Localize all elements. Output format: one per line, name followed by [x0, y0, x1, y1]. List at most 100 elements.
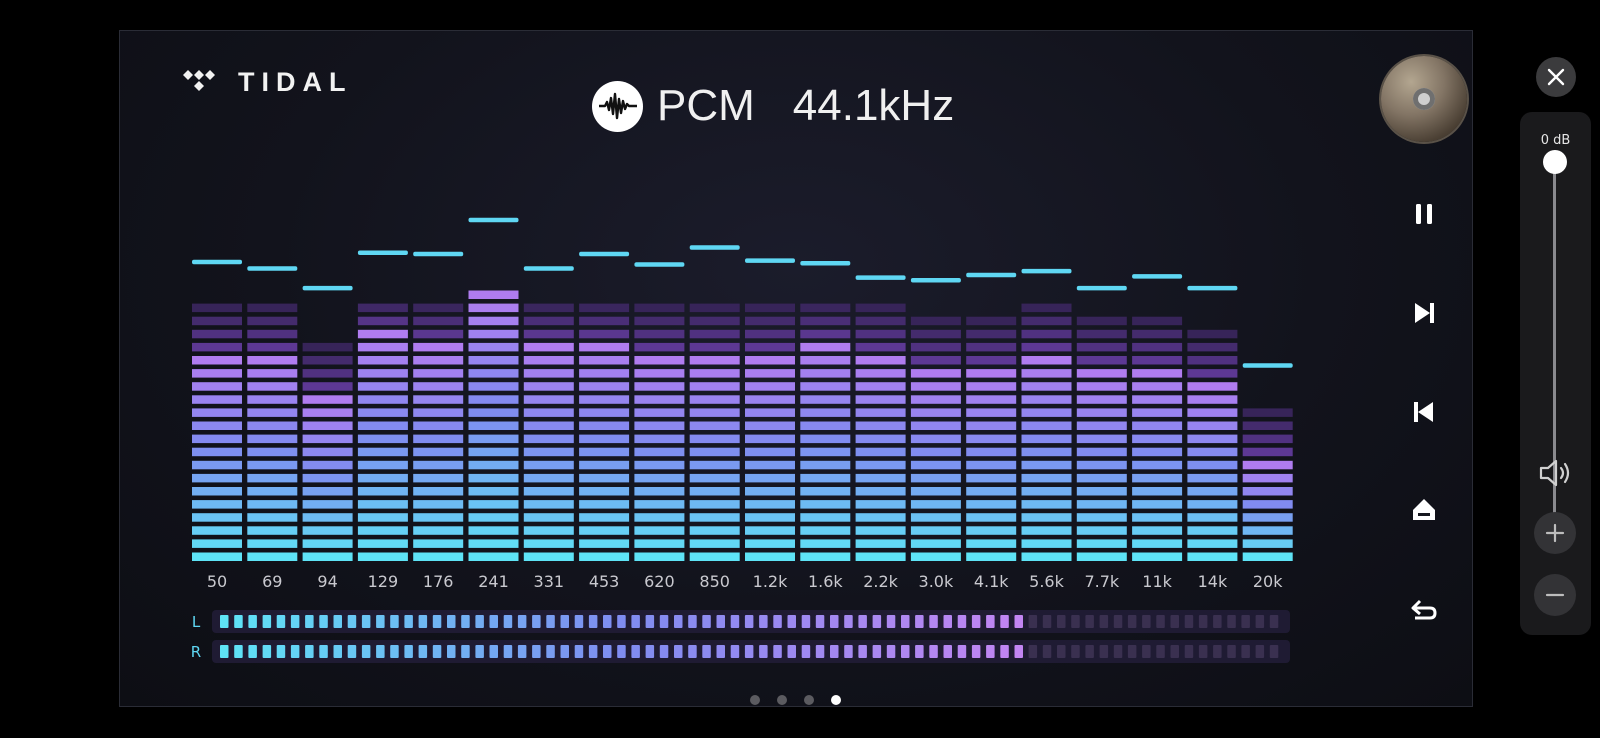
speaker-icon[interactable]	[1538, 456, 1574, 490]
level-segment	[830, 615, 839, 628]
spectrum-segment	[302, 434, 353, 444]
spectrum-segment	[357, 539, 408, 548]
spectrum-segment	[966, 434, 1017, 444]
spectrum-segment	[910, 539, 961, 548]
next-track-button[interactable]	[1407, 296, 1441, 330]
skip-next-icon	[1415, 303, 1434, 323]
page-dot[interactable]	[831, 695, 841, 705]
peak-marker	[1132, 274, 1183, 279]
spectrum-segment	[966, 408, 1017, 417]
spectrum-segment	[800, 369, 851, 378]
spectrum-segment	[192, 434, 242, 444]
spectrum-segment	[745, 421, 795, 430]
frequency-label: 14k	[1198, 572, 1228, 591]
spectrum-segment	[910, 460, 961, 470]
spectrum-segment	[1076, 526, 1127, 535]
spectrum-segment	[855, 395, 906, 404]
frequency-label: 1.6k	[808, 572, 843, 591]
spectrum-segment	[689, 539, 740, 548]
spectrum-bar: 4.1k	[966, 272, 1017, 591]
pause-button[interactable]	[1407, 197, 1441, 231]
spectrum-segment	[579, 369, 630, 378]
peak-marker	[468, 217, 519, 223]
level-segment	[305, 645, 314, 658]
level-segment	[517, 615, 527, 628]
volume-up-button[interactable]	[1534, 512, 1576, 554]
spectrum-segment	[302, 552, 353, 561]
level-segment	[1184, 615, 1194, 628]
spectrum-segment	[413, 382, 464, 391]
spectrum-segment	[192, 408, 242, 417]
level-segment	[631, 615, 640, 628]
spectrum-segment	[966, 329, 1017, 339]
spectrum-segment	[855, 369, 906, 378]
spectrum-segment	[910, 473, 961, 483]
spectrum-segment	[966, 369, 1017, 378]
volume-slider-track[interactable]	[1553, 162, 1556, 550]
spectrum-segment	[247, 395, 298, 404]
spectrum-segment	[800, 434, 851, 444]
spectrum-segment	[579, 395, 630, 404]
level-segment	[986, 615, 995, 628]
spectrum-segment	[1187, 487, 1238, 496]
spectrum-segment	[966, 500, 1017, 509]
spectrum-segment	[1187, 342, 1238, 352]
level-segment	[872, 615, 882, 628]
previous-track-button[interactable]	[1407, 395, 1441, 429]
level-meter-r: R	[191, 640, 1290, 663]
album-art[interactable]	[1381, 56, 1467, 142]
visualizer-panel: TIDAL PCM 44.1kHz 50 69 94 129 176 241 331 453 6…	[119, 30, 1473, 707]
frequency-label: 129	[368, 572, 399, 591]
page-dot[interactable]	[777, 695, 787, 705]
spectrum-segment	[689, 408, 740, 417]
frequency-label: 176	[423, 572, 454, 591]
spectrum-segment	[1242, 408, 1293, 417]
level-segment	[1198, 615, 1208, 628]
level-segment	[1213, 615, 1222, 628]
spectrum-segment	[523, 369, 574, 378]
level-segment	[1057, 615, 1066, 628]
spectrum-segment	[1021, 356, 1072, 365]
spectrum-bar: 11k	[1132, 274, 1183, 591]
back-button[interactable]	[1407, 593, 1441, 627]
level-segment	[432, 615, 442, 628]
frequency-label: 620	[644, 572, 675, 591]
level-segment	[1028, 645, 1038, 658]
level-segment	[787, 615, 796, 628]
spectrum-segment	[745, 356, 795, 365]
volume-down-button[interactable]	[1534, 574, 1576, 616]
spectrum-segment	[357, 356, 408, 365]
spectrum-segment	[966, 487, 1017, 496]
frequency-label: 11k	[1142, 572, 1172, 591]
level-segment	[1269, 615, 1279, 628]
spectrum-segment	[910, 421, 961, 430]
spectrum-segment	[1021, 447, 1072, 457]
level-segment	[1198, 645, 1208, 658]
spectrum-bar: 7.7k	[1076, 285, 1127, 591]
volume-slider-thumb[interactable]	[1543, 150, 1567, 174]
spectrum-segment	[523, 447, 574, 457]
spectrum-segment	[910, 395, 961, 404]
page-dot[interactable]	[804, 695, 814, 705]
level-segment	[1099, 615, 1109, 628]
eject-button[interactable]	[1407, 493, 1441, 527]
close-button[interactable]	[1536, 57, 1576, 97]
level-meter-l: L	[192, 610, 1290, 633]
spectrum-segment	[689, 421, 740, 430]
spectrum-segment	[357, 460, 408, 470]
level-segment	[674, 615, 683, 628]
spectrum-segment	[800, 342, 851, 352]
level-segment	[1213, 645, 1222, 658]
spectrum-segment	[468, 395, 519, 404]
page-dot[interactable]	[750, 695, 760, 705]
spectrum-segment	[1076, 342, 1127, 352]
level-segment	[645, 645, 655, 658]
spectrum-segment	[302, 395, 353, 404]
spectrum-segment	[855, 342, 906, 352]
spectrum-segment	[468, 434, 519, 444]
spectrum-segment	[247, 342, 298, 352]
spectrum-segment	[1021, 382, 1072, 391]
spectrum-segment	[966, 526, 1017, 535]
spectrum-segment	[1076, 473, 1127, 483]
spectrum-segment	[413, 408, 464, 417]
